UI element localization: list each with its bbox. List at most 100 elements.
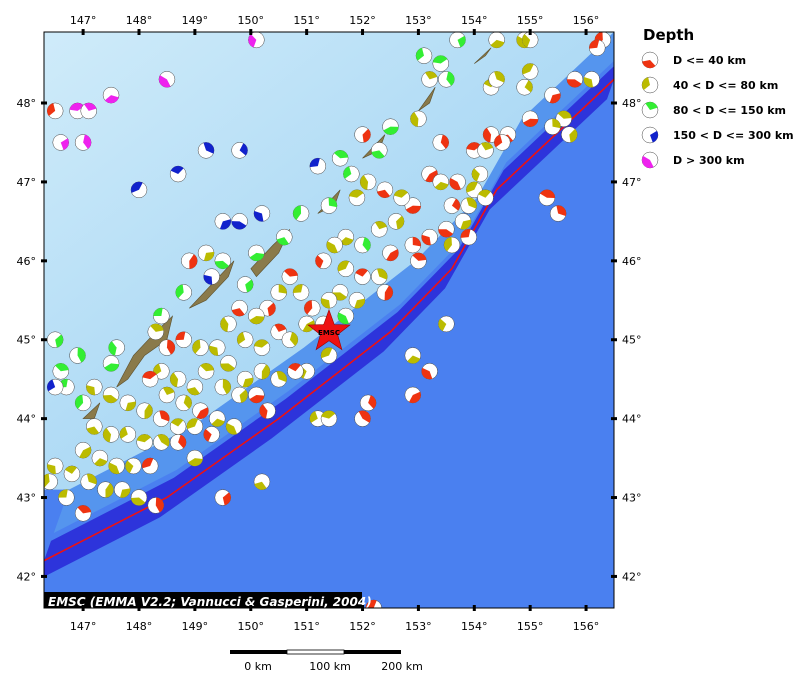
scale-bar: 0 km 100 km 200 km bbox=[230, 649, 423, 673]
lon-label-top: 155° bbox=[517, 14, 544, 27]
legend: Depth D <= 40 km 40 < D <= 80 km 80 < D <=… bbox=[641, 26, 793, 169]
event-117 bbox=[158, 386, 176, 404]
scale-label-200: 200 km bbox=[381, 660, 423, 673]
event-48 bbox=[477, 142, 494, 159]
island-6 bbox=[474, 47, 492, 64]
event-180 bbox=[236, 276, 254, 293]
event-31 bbox=[521, 63, 539, 80]
event-121 bbox=[225, 418, 243, 435]
event-173 bbox=[197, 244, 215, 262]
event-177 bbox=[153, 307, 170, 325]
event-17 bbox=[331, 149, 349, 167]
event-68 bbox=[359, 173, 377, 191]
event-174 bbox=[214, 252, 232, 270]
trench-zone bbox=[44, 66, 614, 577]
event-110 bbox=[214, 378, 232, 396]
event-164 bbox=[359, 394, 377, 412]
event-56 bbox=[460, 197, 477, 214]
event-62 bbox=[460, 228, 477, 246]
star-icon bbox=[307, 308, 351, 351]
legend-label-d5: D > 300 km bbox=[673, 154, 745, 167]
legend-symbol-d3 bbox=[641, 101, 659, 119]
event-9 bbox=[169, 165, 187, 183]
event-103 bbox=[253, 363, 271, 380]
lat-label-right: 45° bbox=[622, 334, 642, 347]
event-124 bbox=[169, 418, 187, 435]
event-141 bbox=[169, 434, 187, 451]
lon-label-bottom: 156° bbox=[573, 620, 600, 633]
event-151 bbox=[130, 489, 148, 506]
event-30 bbox=[521, 32, 539, 49]
lon-label-top: 153° bbox=[405, 14, 432, 27]
event-27 bbox=[449, 32, 466, 49]
event-19 bbox=[354, 126, 371, 143]
event-140 bbox=[153, 434, 170, 451]
lon-label-bottom: 152° bbox=[349, 620, 376, 633]
legend-symbol-d2 bbox=[641, 76, 659, 94]
event-39 bbox=[588, 39, 606, 57]
event-71 bbox=[371, 221, 388, 238]
event-138 bbox=[119, 426, 137, 443]
event-43 bbox=[521, 110, 539, 128]
event-69 bbox=[343, 165, 360, 183]
event-114 bbox=[169, 370, 187, 388]
event-20 bbox=[382, 118, 399, 135]
event-24 bbox=[432, 55, 450, 72]
event-70 bbox=[348, 189, 366, 206]
lat-label-right: 48° bbox=[622, 97, 642, 110]
event-92 bbox=[236, 331, 254, 348]
lon-label-bottom: 147° bbox=[70, 620, 97, 633]
event-146 bbox=[141, 457, 159, 475]
lat-label-right: 44° bbox=[622, 413, 642, 426]
event-135 bbox=[102, 355, 120, 372]
event-102 bbox=[270, 370, 287, 388]
event-129 bbox=[86, 378, 103, 396]
event-104 bbox=[236, 370, 254, 388]
lon-label-top: 148° bbox=[126, 14, 153, 27]
event-80 bbox=[376, 284, 394, 301]
events-layer bbox=[44, 32, 612, 608]
event-109 bbox=[197, 363, 215, 380]
event-122 bbox=[203, 426, 220, 443]
event-166 bbox=[404, 347, 422, 364]
event-33 bbox=[488, 71, 505, 88]
event-77 bbox=[337, 260, 355, 277]
event-75 bbox=[326, 236, 343, 254]
event-134 bbox=[46, 331, 64, 348]
event-91 bbox=[220, 315, 237, 333]
lat-label-right: 47° bbox=[622, 176, 642, 189]
event-181 bbox=[248, 244, 265, 262]
legend-title: Depth bbox=[643, 26, 694, 44]
event-5 bbox=[102, 86, 120, 104]
event-130 bbox=[74, 394, 92, 412]
event-156 bbox=[147, 497, 165, 514]
event-58 bbox=[454, 213, 472, 230]
lon-label-bottom: 149° bbox=[182, 620, 209, 633]
event-100 bbox=[320, 347, 338, 364]
map-area: EMSC EMSC (EMMA V2.2; Vannucci & Gasperi… bbox=[44, 32, 614, 608]
event-152 bbox=[46, 457, 64, 475]
map-frame bbox=[43, 31, 615, 609]
event-153 bbox=[44, 473, 58, 491]
event-86 bbox=[281, 268, 299, 285]
lon-label-top: 149° bbox=[182, 14, 209, 27]
event-179 bbox=[158, 339, 176, 356]
event-150 bbox=[113, 481, 131, 498]
event-26 bbox=[438, 71, 455, 88]
trench-line bbox=[44, 78, 614, 562]
event-106 bbox=[208, 339, 226, 356]
event-178 bbox=[147, 323, 165, 341]
event-123 bbox=[186, 418, 204, 435]
event-52 bbox=[449, 173, 466, 191]
lon-label-bottom: 154° bbox=[461, 620, 488, 633]
event-98 bbox=[337, 307, 355, 325]
event-148 bbox=[80, 473, 97, 491]
event-126 bbox=[136, 402, 153, 419]
event-136 bbox=[86, 418, 103, 435]
event-125 bbox=[153, 410, 170, 427]
event-28 bbox=[488, 32, 505, 49]
event-67 bbox=[376, 181, 394, 199]
legend-label-d2: 40 < D <= 80 km bbox=[673, 79, 778, 92]
event-35 bbox=[544, 86, 561, 104]
